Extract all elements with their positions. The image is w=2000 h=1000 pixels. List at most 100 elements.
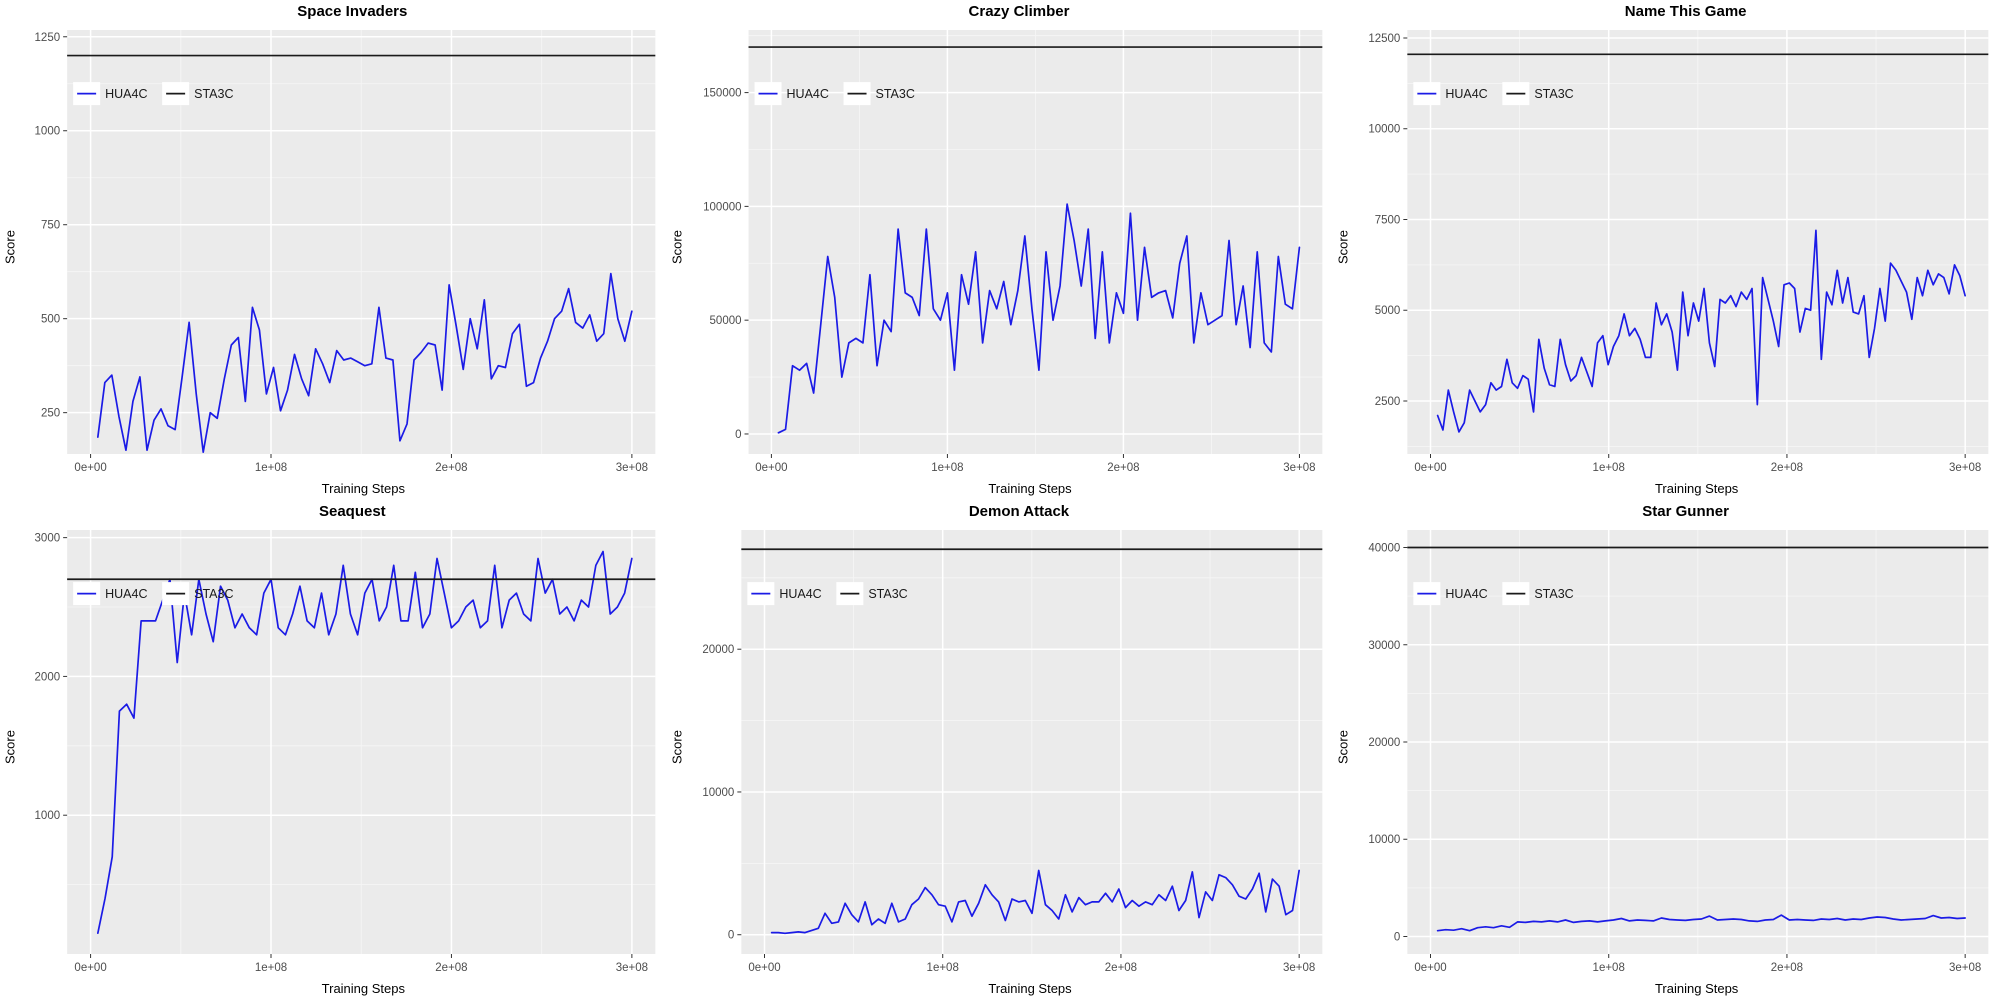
axis-ticks: 0 10000 20000 0e+00 1e+08 2e+08 3e+08	[702, 644, 1315, 974]
x-tick-label: 3e+08	[1283, 962, 1315, 974]
legend: HUA4C STA3C	[1413, 82, 1574, 106]
chart-title: Star Gunner	[1642, 503, 1729, 520]
y-tick-label: 1000	[35, 810, 61, 822]
y-axis-title: Score	[1335, 730, 1351, 765]
chart-title: Space Invaders	[297, 3, 408, 20]
x-tick-label: 1e+08	[255, 462, 287, 474]
chart-title: Crazy Climber	[968, 3, 1070, 20]
y-tick-label: 10000	[1369, 124, 1401, 136]
x-tick-label: 1e+08	[255, 962, 287, 974]
hua4c-series-line	[1437, 229, 1967, 433]
hua4c-series-line	[1437, 914, 1967, 932]
legend-label: STA3C	[1535, 87, 1574, 101]
x-tick-label: 3e+08	[1949, 462, 1981, 474]
y-tick-label: 0	[735, 429, 741, 441]
x-tick-label: 0e+00	[74, 462, 106, 474]
chart-cell-star-gunner: 0 10000 20000 30000 40000 0e+00 1e+08 2e+08 3e+0…	[1333, 500, 2000, 1000]
x-tick-label: 3e+08	[616, 962, 648, 974]
hua4c-series-line	[96, 272, 633, 453]
legend-label: STA3C	[1535, 587, 1574, 601]
legend: HUA4C STA3C	[73, 582, 234, 606]
y-tick-label: 20000	[1369, 737, 1401, 749]
x-axis-title: Training Steps	[1654, 981, 1739, 996]
legend-label: STA3C	[194, 587, 233, 601]
x-tick-label: 1e+08	[1593, 462, 1625, 474]
chart-cell-seaquest: 1000 2000 3000 0e+00 1e+08 2e+08 3e+08 HUA4C STA…	[0, 500, 667, 1000]
legend-label: STA3C	[194, 87, 233, 101]
x-tick-label: 3e+08	[616, 462, 648, 474]
legend-label: HUA4C	[1446, 87, 1488, 101]
x-tick-label: 0e+00	[755, 462, 787, 474]
axis-ticks: 0 50000 100000 150000 0e+00 1e+08 2e+08 3e+08	[703, 88, 1315, 474]
chart-title: Seaquest	[318, 503, 386, 520]
legend-label: HUA4C	[105, 87, 147, 101]
y-tick-label: 30000	[1369, 640, 1401, 652]
chart-cell-space-invaders: 250 500 750 1000 1250 0e+00 1e+08 2e+08 3e+08 HUA…	[0, 0, 667, 500]
y-tick-label: 0	[1394, 931, 1400, 943]
legend-label: HUA4C	[779, 587, 821, 601]
y-axis-title: Score	[669, 230, 685, 265]
x-tick-label: 3e+08	[1283, 462, 1315, 474]
chart-cell-crazy-climber: 0 50000 100000 150000 0e+00 1e+08 2e+08 3e+08 HU…	[667, 0, 1334, 500]
grid-major	[740, 530, 1322, 954]
legend-label: HUA4C	[786, 87, 828, 101]
x-tick-label: 0e+00	[1415, 962, 1447, 974]
y-tick-label: 12500	[1369, 33, 1401, 45]
x-tick-label: 2e+08	[1771, 462, 1803, 474]
x-tick-label: 2e+08	[435, 962, 467, 974]
y-tick-label: 100000	[703, 201, 741, 213]
y-tick-label: 250	[41, 408, 60, 420]
x-axis-title: Training Steps	[321, 481, 405, 496]
y-tick-label: 50000	[709, 315, 741, 327]
chart-cell-demon-attack: 0 10000 20000 0e+00 1e+08 2e+08 3e+08 HUA4C STA3…	[667, 500, 1334, 1000]
y-axis-title: Score	[1335, 230, 1351, 265]
grid-minor	[67, 530, 656, 954]
y-tick-label: 1250	[35, 32, 61, 44]
x-tick-label: 0e+00	[1415, 462, 1447, 474]
y-tick-label: 500	[41, 314, 60, 326]
x-tick-label: 2e+08	[1107, 462, 1139, 474]
y-tick-label: 10000	[1369, 834, 1401, 846]
legend: HUA4C STA3C	[73, 82, 234, 106]
y-tick-label: 20000	[702, 644, 734, 656]
x-tick-label: 0e+00	[74, 962, 106, 974]
y-axis-title: Score	[2, 730, 18, 765]
x-tick-label: 1e+08	[1593, 962, 1625, 974]
y-tick-label: 750	[41, 220, 60, 232]
legend-label: STA3C	[868, 587, 907, 601]
chart-title: Name This Game	[1624, 3, 1747, 20]
legend-label: HUA4C	[105, 587, 147, 601]
hua4c-series-line	[96, 550, 633, 935]
name-this-game-plot: 2500 5000 7500 10000 12500 0e+00 1e+08 2e+08 3e+…	[1369, 30, 1989, 474]
x-axis-title: Training Steps	[988, 481, 1072, 496]
x-axis-title: Training Steps	[1654, 481, 1739, 496]
legend: HUA4C STA3C	[746, 582, 907, 606]
y-tick-label: 2000	[35, 671, 61, 683]
y-tick-label: 40000	[1369, 543, 1401, 555]
space-invaders-plot: 250 500 750 1000 1250 0e+00 1e+08 2e+08 3e+08 HUA…	[35, 30, 656, 474]
x-tick-label: 2e+08	[1771, 962, 1803, 974]
axis-ticks: 250 500 750 1000 1250 0e+00 1e+08 2e+08 3e+08	[35, 32, 648, 474]
legend: HUA4C STA3C	[1413, 582, 1574, 606]
y-tick-label: 5000	[1375, 305, 1401, 317]
star-gunner-plot: 0 10000 20000 30000 40000 0e+00 1e+08 2e+08 3e+0…	[1369, 530, 1989, 974]
hua4c-series-line	[777, 203, 1300, 434]
y-tick-label: 2500	[1375, 396, 1401, 408]
legend-label: HUA4C	[1446, 587, 1488, 601]
y-tick-label: 7500	[1375, 214, 1401, 226]
demon-attack-plot: 0 10000 20000 0e+00 1e+08 2e+08 3e+08 HUA4C STA3…	[702, 530, 1322, 974]
crazy-climber-plot: 0 50000 100000 150000 0e+00 1e+08 2e+08 3e+08 HU…	[703, 30, 1322, 474]
grid-minor	[748, 30, 1322, 454]
axis-ticks: 1000 2000 3000 0e+00 1e+08 2e+08 3e+08	[35, 533, 648, 974]
x-tick-label: 2e+08	[1104, 962, 1136, 974]
axis-ticks: 2500 5000 7500 10000 12500 0e+00 1e+08 2e+08 3e+…	[1369, 33, 1982, 474]
y-axis-title: Score	[2, 230, 18, 265]
chart-cell-name-this-game: 2500 5000 7500 10000 12500 0e+00 1e+08 2e+08 3e+…	[1333, 0, 2000, 500]
legend-label: STA3C	[875, 87, 914, 101]
x-tick-label: 0e+00	[748, 962, 780, 974]
y-tick-label: 0	[728, 930, 734, 942]
hua4c-series-line	[770, 869, 1300, 935]
grid-major	[67, 530, 656, 954]
x-tick-label: 1e+08	[931, 462, 963, 474]
